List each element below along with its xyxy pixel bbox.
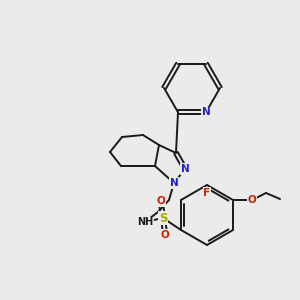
Text: S: S (159, 212, 167, 224)
Text: NH: NH (137, 217, 153, 227)
Text: O: O (157, 196, 165, 206)
Text: O: O (248, 195, 256, 205)
Text: F: F (203, 188, 211, 198)
Text: N: N (181, 164, 189, 174)
Text: O: O (160, 230, 169, 240)
Text: N: N (202, 107, 210, 117)
Text: N: N (169, 178, 178, 188)
